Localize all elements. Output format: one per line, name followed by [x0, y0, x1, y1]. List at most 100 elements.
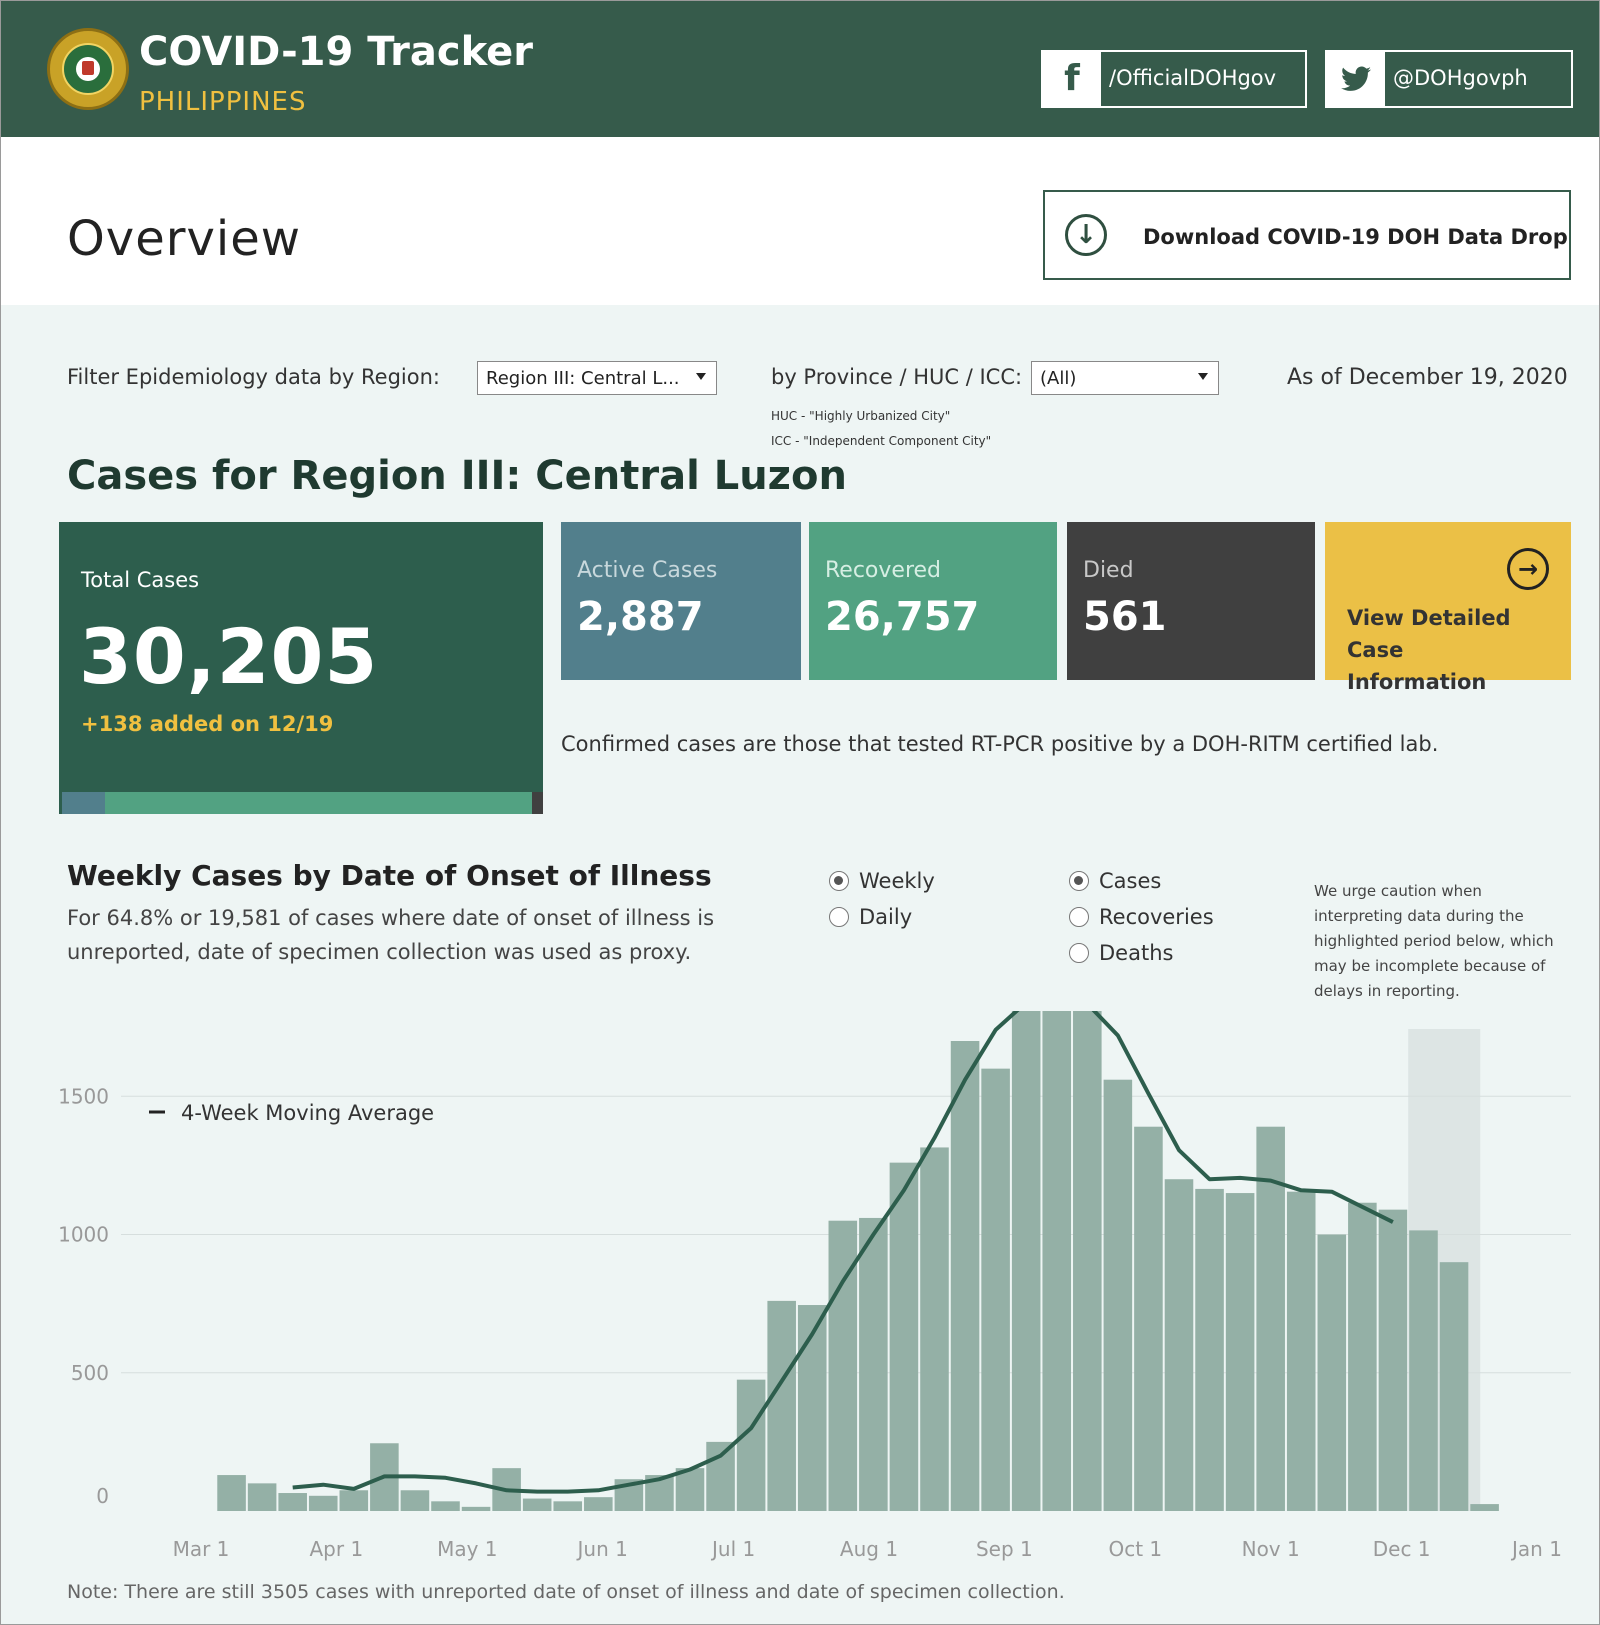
x-tick-label: Apr 1	[310, 1537, 364, 1561]
huc-note: HUC - "Highly Urbanized City"	[771, 409, 951, 423]
y-tick-label: 500	[71, 1361, 109, 1385]
unreported-note: Note: There are still 3505 cases with un…	[67, 1581, 1065, 1603]
icc-note: ICC - "Independent Component City"	[771, 434, 992, 448]
download-data-drop-button[interactable]: ↓ Download COVID-19 DOH Data Drop	[1043, 190, 1571, 280]
moving-average-line	[292, 1011, 1394, 1494]
y-tick-label: 1000	[58, 1223, 109, 1247]
chart-title: Weekly Cases by Date of Onset of Illness	[67, 859, 712, 892]
died-label: Died	[1083, 558, 1134, 583]
bar	[1073, 1011, 1102, 1511]
bar	[797, 1305, 827, 1511]
bar	[522, 1498, 552, 1511]
arrow-right-circle-icon: →	[1507, 548, 1549, 590]
region-select[interactable]: Region III: Central L...	[477, 361, 717, 395]
bar	[400, 1490, 430, 1511]
chevron-down-icon	[1198, 373, 1208, 380]
bar	[767, 1300, 796, 1511]
bar	[553, 1501, 583, 1511]
active-cases-label: Active Cases	[577, 558, 718, 583]
bar	[1011, 1011, 1041, 1511]
died-card: Died 561	[1067, 522, 1315, 680]
breakdown-bar-died	[532, 792, 543, 814]
app-header: COVID-19 Tracker PHILIPPINES f /Official…	[1, 1, 1599, 137]
bar	[1256, 1126, 1285, 1511]
province-filter-label: by Province / HUC / ICC:	[771, 365, 1023, 389]
x-tick-label: Dec 1	[1373, 1537, 1431, 1561]
radio-unselected-icon	[1069, 943, 1089, 963]
facebook-icon: f	[1043, 52, 1101, 106]
caution-note: We urge caution when interpreting data d…	[1314, 882, 1554, 1000]
radio-deaths[interactable]: Deaths	[1069, 941, 1173, 965]
breakdown-bar-active	[62, 792, 105, 814]
seal-inner-icon	[62, 43, 114, 95]
radio-weekly[interactable]: Weekly	[829, 869, 935, 893]
x-tick-label: Jun 1	[576, 1537, 628, 1561]
x-tick-label: Oct 1	[1108, 1537, 1162, 1561]
bar	[431, 1501, 460, 1511]
bar	[1378, 1209, 1408, 1511]
doh-seal-logo	[47, 28, 129, 110]
total-cases-label: Total Cases	[81, 568, 200, 592]
bar	[461, 1506, 491, 1511]
bar	[278, 1493, 307, 1511]
radio-selected-icon	[829, 871, 849, 891]
x-tick-label: Aug 1	[840, 1537, 898, 1561]
twitter-label: @DOHgovph	[1393, 66, 1528, 90]
recovered-card: Recovered 26,757	[809, 522, 1057, 680]
chevron-down-icon	[696, 373, 706, 380]
radio-unselected-icon	[1069, 907, 1089, 927]
radio-unselected-icon	[829, 907, 849, 927]
x-tick-label: Jan 1	[1510, 1537, 1562, 1561]
view-detailed-case-button[interactable]: → View Detailed Case Information	[1325, 522, 1571, 694]
bar	[247, 1483, 277, 1511]
total-cases-value: 30,205	[79, 612, 379, 701]
page-title: Overview	[67, 211, 301, 267]
facebook-link[interactable]: f /OfficialDOHgov	[1041, 50, 1307, 108]
province-select-value: (All)	[1040, 368, 1077, 389]
bar	[675, 1468, 705, 1511]
bar	[217, 1475, 246, 1511]
as-of-date: As of December 19, 2020	[1287, 365, 1568, 390]
recovered-label: Recovered	[825, 558, 942, 583]
bar	[859, 1217, 888, 1511]
radio-cases[interactable]: Cases	[1069, 869, 1161, 893]
x-tick-label: May 1	[437, 1537, 497, 1561]
app-subtitle: PHILIPPINES	[139, 87, 307, 117]
app-title: COVID-19 Tracker	[139, 29, 533, 75]
view-detailed-label: View Detailed Case Information	[1347, 606, 1511, 694]
chart-subtitle: For 64.8% or 19,581 of cases where date …	[67, 906, 715, 964]
bar	[736, 1379, 766, 1511]
cases-added-today: +138 added on 12/19	[81, 712, 334, 736]
radio-recoveries[interactable]: Recoveries	[1069, 905, 1214, 929]
bar	[1164, 1179, 1194, 1511]
bar	[1439, 1262, 1469, 1511]
download-icon: ↓	[1065, 214, 1107, 256]
region-select-value: Region III: Central L...	[486, 368, 680, 389]
x-tick-label: Mar 1	[173, 1537, 230, 1561]
x-tick-label: Jul 1	[710, 1537, 755, 1561]
bar	[1195, 1188, 1224, 1511]
x-tick-label: Nov 1	[1242, 1537, 1300, 1561]
radio-daily[interactable]: Daily	[829, 905, 912, 929]
y-tick-label: 0	[96, 1484, 109, 1508]
bar	[981, 1068, 1010, 1511]
bar	[706, 1441, 735, 1511]
bar	[1317, 1234, 1347, 1511]
twitter-link[interactable]: @DOHgovph	[1325, 50, 1573, 108]
bar	[1409, 1230, 1438, 1511]
bar	[584, 1497, 613, 1511]
legend-label: 4-Week Moving Average	[181, 1101, 434, 1125]
died-value: 561	[1083, 594, 1167, 640]
bar	[1286, 1191, 1316, 1511]
region-heading: Cases for Region III: Central Luzon	[67, 453, 847, 499]
bar	[950, 1041, 980, 1511]
province-select[interactable]: (All)	[1031, 361, 1219, 395]
total-cases-card: Total Cases 30,205 +138 added on 12/19	[59, 522, 543, 814]
active-cases-value: 2,887	[577, 594, 704, 640]
x-tick-label: Sep 1	[976, 1537, 1033, 1561]
active-cases-card: Active Cases 2,887	[561, 522, 801, 680]
bar	[920, 1147, 949, 1511]
bar	[889, 1162, 919, 1511]
recovered-value: 26,757	[825, 594, 980, 640]
